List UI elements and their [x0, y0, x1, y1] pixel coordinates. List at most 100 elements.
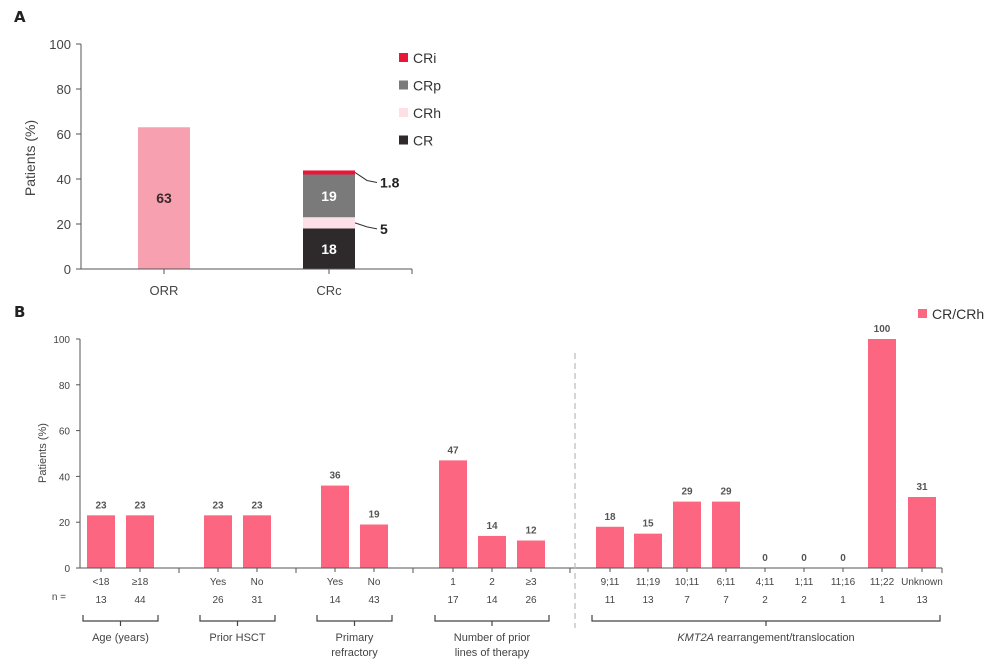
- bar-crp: [303, 174, 355, 218]
- x-tick-label: 11;22: [870, 577, 895, 588]
- y-tick-label: 100: [53, 335, 70, 346]
- y-tick-label: 80: [57, 82, 71, 97]
- y-tick-label: 60: [59, 427, 71, 438]
- y-tick-label: 60: [57, 127, 71, 142]
- bar-value-label: 0: [762, 553, 768, 564]
- x-tick-label: 1: [450, 577, 456, 588]
- n-value: 13: [642, 595, 654, 606]
- bar: [712, 501, 740, 568]
- x-tick-label: 1;11: [795, 577, 814, 588]
- legend: CR/CRh: [918, 306, 984, 322]
- x-tick-label: 11;16: [831, 577, 856, 588]
- bar-cri: [303, 170, 355, 175]
- x-tick-label: No: [368, 577, 381, 588]
- bar-value-label: 0: [801, 553, 807, 564]
- group-label: lines of therapy: [455, 647, 530, 659]
- n-value: 2: [801, 595, 807, 606]
- bar-cr: [303, 228, 355, 269]
- bar-value-label: 23: [251, 500, 263, 511]
- n-value: 43: [368, 595, 380, 606]
- bar-value-label: 0: [840, 553, 846, 564]
- y-tick-label: 80: [59, 381, 71, 392]
- n-value: 13: [916, 595, 928, 606]
- y-axis: 0 20 40 60 80 100: [49, 37, 82, 277]
- y-axis: 0 20 40 60 80 100: [53, 335, 81, 575]
- n-label: n =: [52, 592, 66, 603]
- y-tick-label: 0: [64, 564, 70, 575]
- bar-value-label: 47: [447, 445, 459, 456]
- x-tick-label: ≥18: [132, 577, 149, 588]
- group-brace: [591, 615, 941, 626]
- group-label: Primary: [336, 632, 374, 644]
- x-tick-label: CRc: [316, 283, 342, 298]
- bar-value-label: 5: [380, 221, 388, 237]
- legend-label: CRi: [413, 50, 436, 66]
- bars: 63 18 5 19 1.8: [138, 127, 400, 269]
- group-label: refractory: [331, 647, 378, 659]
- callout-line: [354, 172, 378, 183]
- y-tick-label: 40: [59, 472, 71, 483]
- n-value: 31: [251, 595, 263, 606]
- bar-value-label: 63: [156, 190, 172, 206]
- y-tick-label: 100: [49, 37, 71, 52]
- legend-label: CRp: [413, 78, 441, 94]
- group-brace: [316, 615, 393, 626]
- bar-value-label: 29: [720, 487, 732, 498]
- bar-value-label: 12: [525, 526, 537, 537]
- n-value: 7: [723, 595, 729, 606]
- legend-swatch-cr-crh: [918, 309, 927, 318]
- bar: [243, 515, 271, 568]
- bar-value-label: 1.8: [380, 174, 400, 190]
- bar-value-label: 23: [95, 500, 107, 511]
- group-label-rest: rearrangement/translocation: [714, 632, 855, 644]
- legend: CRi CRp CRh CR: [399, 50, 441, 149]
- bar: [596, 526, 624, 568]
- legend-swatch-crp: [399, 80, 408, 90]
- legend-label: CRh: [413, 105, 441, 121]
- n-value: 26: [525, 595, 537, 606]
- bar-value-label: 31: [916, 482, 928, 493]
- n-value: 14: [329, 595, 341, 606]
- bar: [634, 533, 662, 568]
- bar: [868, 339, 896, 568]
- n-value: 14: [486, 595, 498, 606]
- bar-value-label: 29: [681, 487, 693, 498]
- bar-value-label: 18: [604, 512, 616, 523]
- bar: [439, 460, 467, 568]
- bar: [87, 515, 115, 568]
- group-label: Age (years): [92, 632, 149, 644]
- x-tick-label: 11;19: [636, 577, 661, 588]
- bar: [673, 501, 701, 568]
- bar-value-label: 19: [321, 188, 337, 204]
- x-tick-label: 9;11: [601, 577, 620, 588]
- x-tick-label: 10;11: [675, 577, 700, 588]
- y-tick-label: 20: [59, 518, 71, 529]
- x-tick-label: Unknown: [901, 577, 943, 588]
- x-axis: n = <18 13 ≥18 44 Age (years) Yes 26 No 31 Prior H…: [52, 353, 943, 659]
- n-value: 17: [447, 595, 459, 606]
- bar: [321, 485, 349, 568]
- bar: [360, 524, 388, 568]
- bar-crh: [303, 217, 355, 229]
- callout-line: [354, 222, 378, 230]
- n-value: 26: [212, 595, 224, 606]
- group-brace: [434, 615, 550, 626]
- x-tick-label: ≥3: [525, 577, 536, 588]
- group-label: KMT2A rearrangement/translocation: [677, 632, 854, 644]
- x-tick-label: Yes: [210, 577, 226, 588]
- group-brace: [199, 615, 276, 626]
- legend-swatch-cri: [399, 53, 408, 62]
- y-tick-label: 0: [64, 262, 71, 277]
- bar: [204, 515, 232, 568]
- n-value: 2: [762, 595, 768, 606]
- n-value: 7: [684, 595, 690, 606]
- bar-value-label: 100: [874, 324, 891, 335]
- group-brace: [82, 615, 159, 626]
- group-label-italic: KMT2A: [677, 632, 714, 644]
- x-tick-label: <18: [93, 577, 110, 588]
- bar: [908, 497, 936, 568]
- bar-value-label: 23: [212, 500, 224, 511]
- n-value: 1: [879, 595, 885, 606]
- legend-swatch-cr: [399, 135, 408, 145]
- panel-b-label: B: [14, 303, 25, 321]
